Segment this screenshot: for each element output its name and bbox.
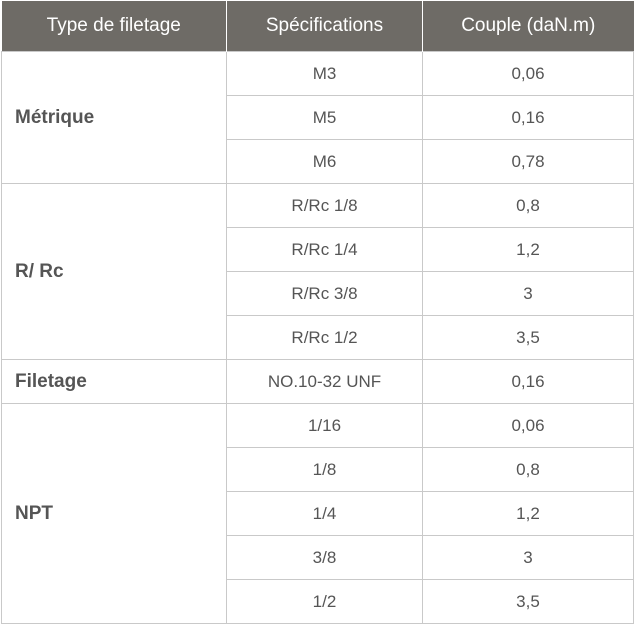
torque-cell: 3 xyxy=(422,271,634,316)
torque-cell: 3,5 xyxy=(422,579,634,624)
spec-cell: NO.10-32 UNF xyxy=(226,359,423,404)
table-row: R/ Rc R/Rc 1/8 0,8 xyxy=(1,183,634,360)
table-row: Filetage NO.10-32 UNF 0,16 xyxy=(1,359,634,404)
table-row: M5 0,16 xyxy=(2,95,634,140)
spec-cell: M3 xyxy=(226,51,423,96)
table-row: R/Rc 1/4 1,2 xyxy=(2,227,634,272)
header-row: Type de filetage Spécifications Couple (… xyxy=(1,1,634,52)
table-row: R/Rc 3/8 3 xyxy=(2,271,634,316)
header-torque: Couple (daN.m) xyxy=(422,1,634,52)
spec-cell: 1/16 xyxy=(226,403,423,448)
torque-cell: 0,8 xyxy=(422,447,634,492)
torque-cell: 3 xyxy=(422,535,634,580)
header-thread-type: Type de filetage xyxy=(1,1,227,52)
spec-cell: R/Rc 1/8 xyxy=(226,183,423,228)
table-row: Métrique M3 0,06 xyxy=(1,51,634,184)
spec-cell: 1/4 xyxy=(226,491,423,536)
torque-cell: 0,06 xyxy=(422,403,634,448)
table-row: R/Rc 1/2 3,5 xyxy=(2,315,634,360)
spec-cell: R/Rc 1/4 xyxy=(226,227,423,272)
table-row: M6 0,78 xyxy=(2,139,634,184)
header-specifications: Spécifications xyxy=(226,1,423,52)
spec-cell: R/Rc 3/8 xyxy=(226,271,423,316)
torque-cell: 1,2 xyxy=(422,491,634,536)
table-row: 1/2 3,5 xyxy=(2,579,634,624)
torque-cell: 0,16 xyxy=(422,95,634,140)
torque-cell: 3,5 xyxy=(422,315,634,360)
spec-cell: 1/2 xyxy=(226,579,423,624)
spec-cell: R/Rc 1/2 xyxy=(226,315,423,360)
group-label-metrique: Métrique xyxy=(1,51,227,184)
group-label-npt: NPT xyxy=(1,403,227,624)
table-row: 1/4 1,2 xyxy=(2,491,634,536)
spec-cell: 1/8 xyxy=(226,447,423,492)
torque-cell: 0,06 xyxy=(422,51,634,96)
spec-cell: 3/8 xyxy=(226,535,423,580)
torque-cell: 1,2 xyxy=(422,227,634,272)
spec-cell: M6 xyxy=(226,139,423,184)
table-row: NPT 1/16 0,06 xyxy=(1,403,634,624)
spec-cell: M5 xyxy=(226,95,423,140)
torque-cell: 0,78 xyxy=(422,139,634,184)
torque-cell: 0,8 xyxy=(422,183,634,228)
table-row: 1/8 0,8 xyxy=(2,447,634,492)
group-label-r-rc: R/ Rc xyxy=(1,183,227,360)
group-label-filetage: Filetage xyxy=(1,359,227,404)
torque-cell: 0,16 xyxy=(422,359,634,404)
